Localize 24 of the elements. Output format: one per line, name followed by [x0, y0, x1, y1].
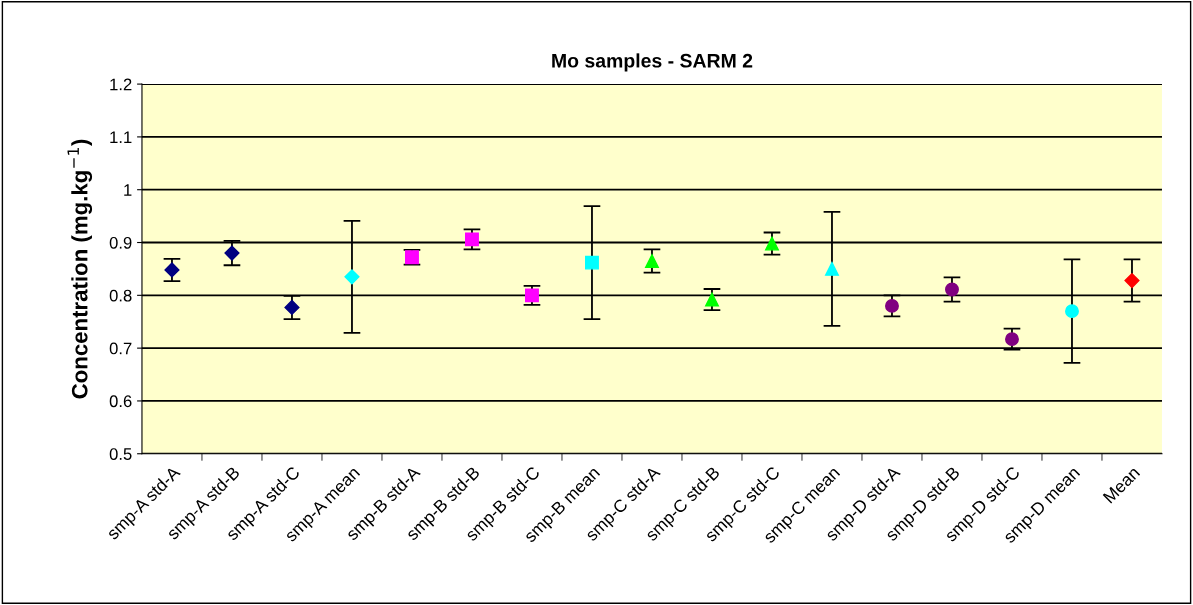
- y-tick-label: 1.1: [110, 131, 132, 143]
- point: [885, 298, 899, 313]
- point: [1065, 304, 1079, 319]
- y-tick-label: 0.6: [109, 395, 132, 408]
- point: [1124, 272, 1140, 289]
- point: [1005, 332, 1019, 347]
- point: [645, 254, 659, 268]
- point: [825, 261, 839, 276]
- y-tick-label: 0.8: [109, 289, 132, 302]
- point: [945, 282, 959, 297]
- y-tick-label: 1.2: [110, 78, 132, 91]
- point: [705, 292, 719, 307]
- point: [344, 269, 360, 285]
- chart-title: Mo samples - SARM 2: [552, 53, 753, 72]
- y-tick-label: 1: [124, 184, 132, 196]
- y-tick-label: 0.7: [109, 342, 132, 355]
- y-tick-label: 0.5: [109, 448, 132, 460]
- point: [765, 236, 779, 251]
- point: [284, 299, 300, 316]
- point: [224, 245, 240, 261]
- point: [585, 255, 599, 270]
- y-axis-title: Concentration (mg.kg$^{−1}$): [67, 139, 93, 399]
- y-tick-label: 0.9: [109, 236, 132, 249]
- point: [164, 262, 180, 278]
